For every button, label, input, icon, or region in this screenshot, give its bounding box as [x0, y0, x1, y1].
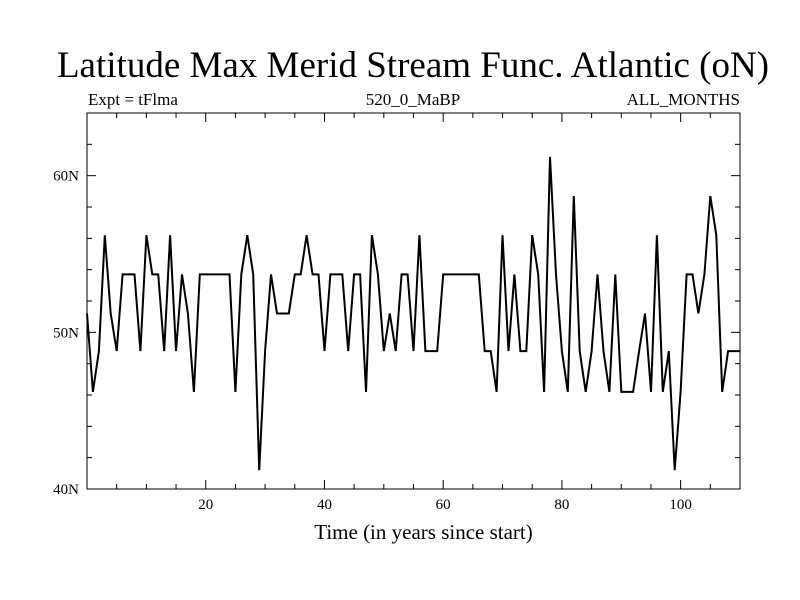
series-line	[86, 156, 740, 471]
y-tick-label: 60N	[53, 169, 79, 185]
period-label: 520_0_MaBP	[365, 90, 461, 109]
y-tick-label: 40N	[53, 482, 79, 498]
series-layer	[86, 156, 740, 471]
tick-labels: 20 40 60 80 100 40N 50N 60N	[53, 169, 692, 513]
x-tick-label: 40	[317, 497, 332, 513]
y-tick-label: 50N	[53, 325, 79, 341]
tick-marks	[87, 113, 740, 489]
x-axis-title: Time (in years since start)	[314, 520, 533, 544]
x-tick-label: 20	[198, 497, 213, 513]
x-tick-label: 80	[554, 497, 569, 513]
experiment-label: Expt = tFlma	[88, 90, 178, 109]
x-tick-label: 60	[436, 497, 451, 513]
plot-frame	[86, 112, 741, 490]
x-tick-label: 100	[669, 497, 692, 513]
chart-title: Latitude Max Merid Stream Func. Atlantic…	[56, 45, 770, 86]
months-label: ALL_MONTHS	[626, 90, 740, 109]
